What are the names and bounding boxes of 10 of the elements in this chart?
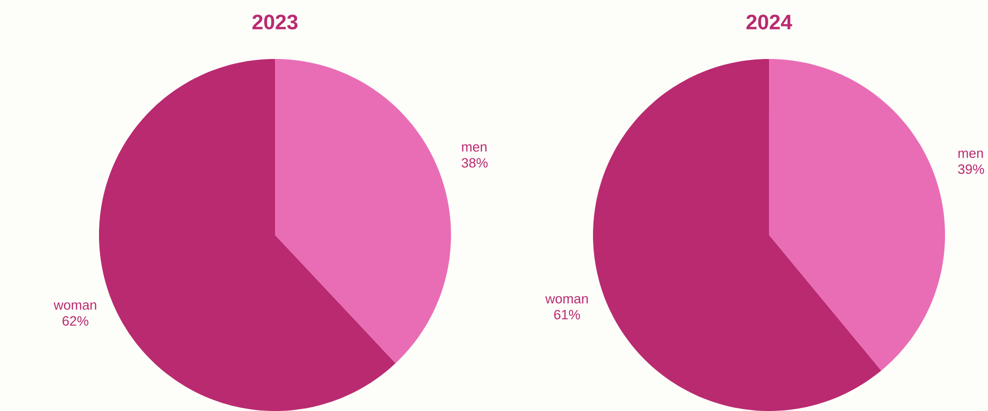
data-label: 61% [554, 310, 580, 320]
slice-label: woman [545, 296, 588, 304]
slice-label: men [462, 144, 486, 152]
chart-title: 2024 [746, 14, 792, 30]
chart-title: 2023 [252, 14, 298, 30]
slice-label: woman [54, 302, 96, 310]
data-label: 38% [462, 158, 488, 168]
data-label: 62% [62, 316, 88, 326]
slice-label: men [958, 150, 983, 158]
data-label: 39% [958, 164, 984, 174]
